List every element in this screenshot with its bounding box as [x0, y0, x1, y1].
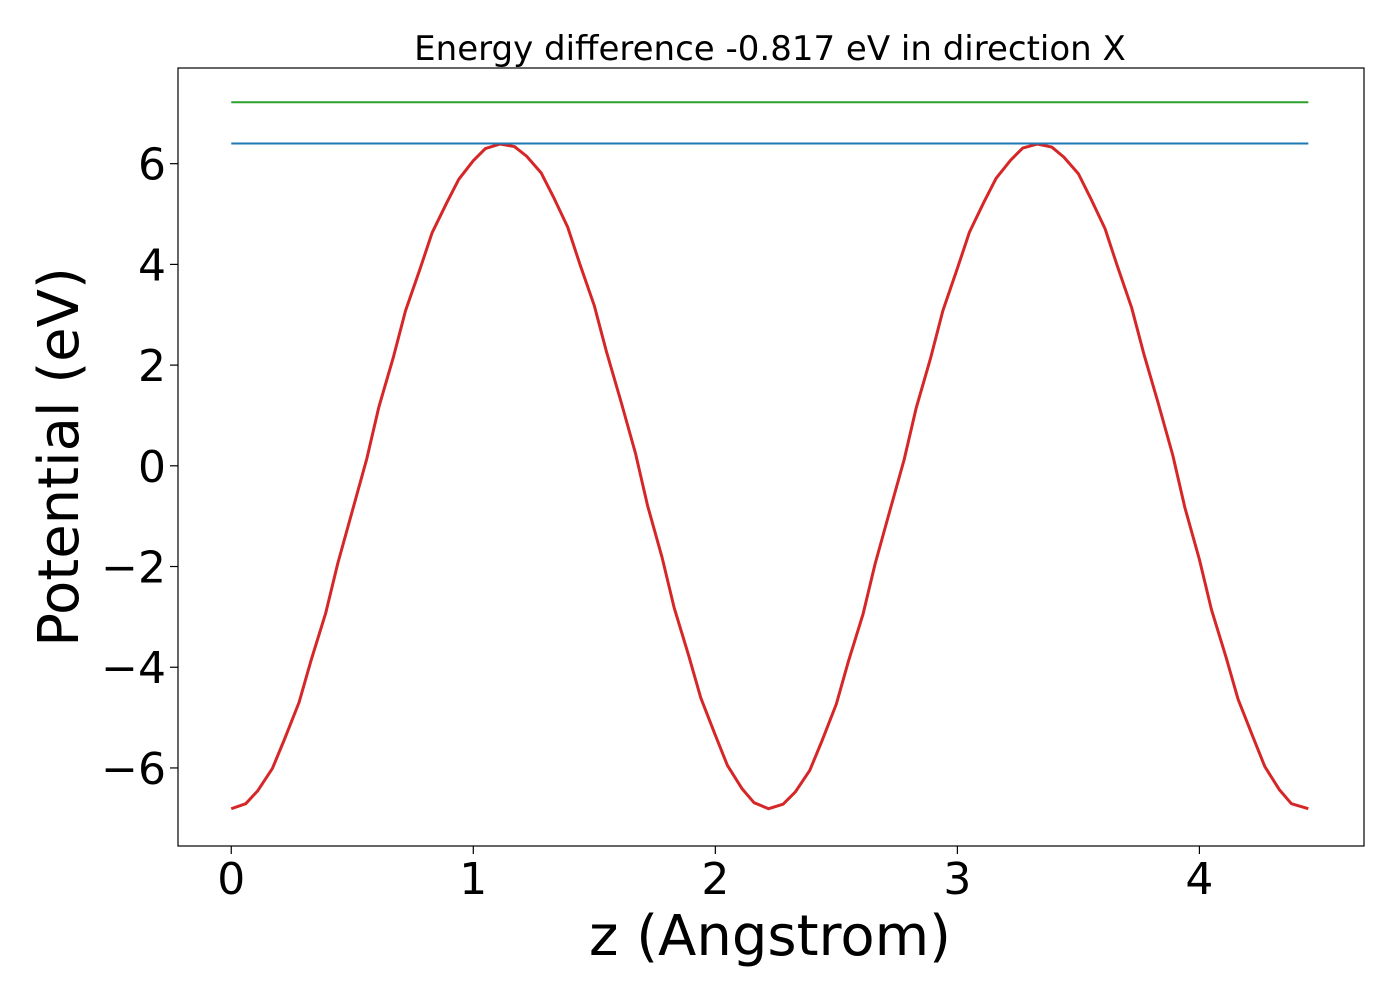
- y-tick-label: −4: [101, 643, 166, 694]
- x-tick-label: 1: [459, 854, 487, 905]
- y-tick-label: 6: [138, 140, 166, 191]
- x-tick-label: 4: [1185, 854, 1213, 905]
- y-tick-label: 4: [138, 240, 166, 291]
- y-tick-label: 0: [138, 442, 166, 493]
- x-tick-label: 2: [701, 854, 729, 905]
- chart-title: Energy difference -0.817 eV in direction…: [414, 29, 1126, 69]
- y-tick-label: −6: [101, 744, 166, 795]
- x-axis: 0 1 2 3 4: [217, 846, 1213, 905]
- y-axis-label: Potential (eV): [27, 267, 92, 647]
- y-tick-label: 2: [138, 341, 166, 392]
- x-axis-label: z (Angstrom): [589, 904, 951, 969]
- axes-frame: [177, 67, 1365, 847]
- y-tick-label: −2: [101, 543, 166, 594]
- plot-area: [230, 101, 1309, 811]
- x-tick-label: 0: [217, 854, 245, 905]
- potential-curve: [230, 142, 1309, 811]
- y-axis: −6 −4 −2 0 2 4 6: [101, 140, 178, 795]
- x-tick-label: 3: [943, 854, 971, 905]
